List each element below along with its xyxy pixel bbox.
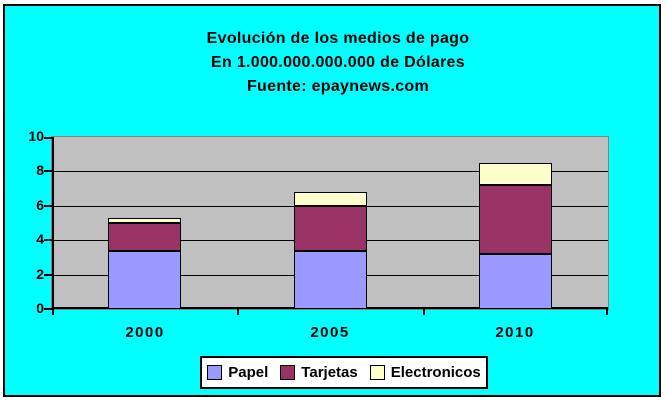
x-tick-0 bbox=[52, 309, 54, 315]
legend-swatch-tarjetas bbox=[280, 365, 296, 380]
plot-area bbox=[44, 136, 609, 315]
gridline-8 bbox=[52, 171, 608, 172]
legend-label-papel: Papel bbox=[228, 364, 269, 381]
legend-swatch-papel bbox=[207, 365, 223, 380]
y-tick-2 bbox=[44, 274, 52, 276]
y-tick-6 bbox=[44, 205, 52, 207]
y-axis-label-4: 4 bbox=[36, 231, 44, 247]
y-axis-label-2: 2 bbox=[36, 266, 44, 282]
bar-segment-tarjetas-2000 bbox=[108, 223, 181, 251]
y-axis-label-0: 0 bbox=[36, 300, 44, 316]
x-tick-1 bbox=[237, 309, 239, 315]
y-axis-label-8: 8 bbox=[36, 162, 44, 178]
y-tick-0 bbox=[44, 308, 52, 310]
y-tick-10 bbox=[44, 137, 52, 139]
bar-segment-electronicos-2000 bbox=[108, 218, 181, 223]
chart-title-line-1: Evolución de los medios de pago bbox=[206, 30, 470, 47]
y-tick-4 bbox=[44, 239, 52, 241]
legend: Papel Tarjetas Electronicos bbox=[200, 356, 488, 389]
legend-item-tarjetas: Tarjetas bbox=[280, 364, 358, 381]
legend-swatch-electronicos bbox=[369, 365, 385, 380]
bar-segment-papel-2000 bbox=[108, 251, 181, 309]
x-tick-3 bbox=[606, 309, 608, 315]
chart-title: Evolución de los medios de pago En 1.000… bbox=[10, 27, 666, 99]
bar-segment-tarjetas-2010 bbox=[479, 185, 552, 254]
bar-segment-electronicos-2010 bbox=[479, 163, 552, 185]
legend-item-electronicos: Electronicos bbox=[369, 364, 481, 381]
y-tick-8 bbox=[44, 170, 52, 172]
y-axis-line bbox=[52, 137, 54, 309]
bar-segment-electronicos-2005 bbox=[294, 192, 367, 206]
bar-segment-papel-2010 bbox=[479, 254, 552, 309]
y-axis-label-10: 10 bbox=[28, 128, 44, 144]
y-axis-label-6: 6 bbox=[36, 197, 44, 213]
chart-title-line-2: En 1.000.000.000.000 de Dólares bbox=[211, 54, 465, 71]
chart-title-line-3: Fuente: epaynews.com bbox=[246, 78, 430, 95]
x-tick-2 bbox=[423, 309, 425, 315]
bar-segment-tarjetas-2005 bbox=[294, 206, 367, 251]
legend-item-papel: Papel bbox=[207, 364, 268, 381]
x-axis-label-2000: 2000 bbox=[125, 324, 165, 341]
legend-label-tarjetas: Tarjetas bbox=[301, 364, 358, 381]
x-axis-label-2005: 2005 bbox=[310, 324, 350, 341]
x-axis-label-2010: 2010 bbox=[495, 324, 535, 341]
bar-segment-papel-2005 bbox=[294, 251, 367, 309]
legend-label-electronicos: Electronicos bbox=[390, 364, 481, 381]
